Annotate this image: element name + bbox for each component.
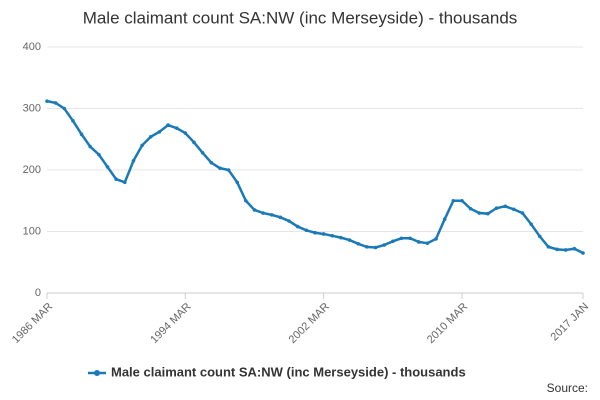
point: [53, 101, 58, 105]
point: [451, 198, 456, 203]
point: [486, 211, 490, 216]
point: [157, 130, 162, 134]
point: [148, 134, 153, 139]
point: [382, 243, 386, 247]
point: [503, 204, 507, 209]
point: [520, 211, 525, 215]
point: [416, 240, 421, 244]
point: [347, 238, 352, 242]
point: [295, 224, 300, 229]
y-tick-label: 300: [23, 102, 41, 114]
point: [45, 99, 49, 103]
point: [529, 222, 533, 226]
point: [235, 180, 239, 185]
point: [105, 165, 110, 169]
point: [442, 217, 447, 221]
source: Source:: [547, 381, 588, 395]
x-tick-label: 2010 MAR: [425, 301, 470, 346]
point: [339, 235, 343, 240]
x-tick-label: 1994 MAR: [148, 301, 193, 346]
point: [365, 245, 369, 249]
point: [537, 234, 542, 239]
point: [269, 213, 274, 217]
point: [166, 123, 170, 127]
x-tick-label: 2017 JAN: [549, 301, 592, 344]
point: [140, 143, 144, 148]
x-tick-label: 1986 MAR: [10, 301, 55, 346]
point: [71, 119, 75, 123]
point: [581, 251, 585, 255]
point: [572, 246, 577, 251]
point: [546, 245, 551, 249]
point: [62, 106, 67, 111]
point: [468, 206, 473, 211]
point: [330, 234, 335, 238]
point: [321, 232, 326, 236]
point: [97, 152, 101, 157]
y-tick-label: 200: [23, 164, 41, 176]
point: [356, 242, 361, 246]
point: [278, 215, 283, 220]
point: [261, 211, 265, 215]
point: [114, 177, 118, 182]
point: [563, 248, 568, 252]
y-tick-label: 100: [23, 225, 41, 237]
point: [88, 144, 93, 149]
point: [209, 160, 214, 165]
point: [313, 230, 317, 235]
point: [174, 126, 179, 130]
point: [123, 180, 127, 185]
point: [218, 166, 222, 170]
point: [460, 198, 464, 203]
point: [287, 219, 291, 223]
point: [304, 228, 309, 233]
point: [192, 140, 196, 145]
point: [131, 158, 136, 163]
point: [244, 198, 248, 203]
point: [512, 207, 516, 212]
chart-title: Male claimant count SA:NW (inc Merseysid…: [83, 8, 518, 27]
point: [200, 150, 205, 155]
point: [226, 168, 231, 172]
legend-label: Male claimant count SA:NW (inc Merseysid…: [111, 364, 466, 379]
point: [391, 239, 395, 244]
point: [425, 241, 430, 245]
line: [46, 99, 584, 255]
y-tick-label: 400: [23, 41, 41, 53]
x-tick-label: 2002 MAR: [287, 301, 332, 346]
point: [555, 247, 559, 252]
point: [373, 245, 378, 250]
point: [183, 131, 188, 135]
point: [252, 208, 257, 212]
point: [494, 206, 499, 210]
legend-marker: [94, 370, 100, 376]
point: [408, 236, 412, 241]
point: [399, 236, 404, 241]
point: [477, 211, 482, 215]
point: [434, 237, 438, 241]
point: [79, 132, 84, 137]
y-tick-label: 0: [35, 287, 41, 299]
